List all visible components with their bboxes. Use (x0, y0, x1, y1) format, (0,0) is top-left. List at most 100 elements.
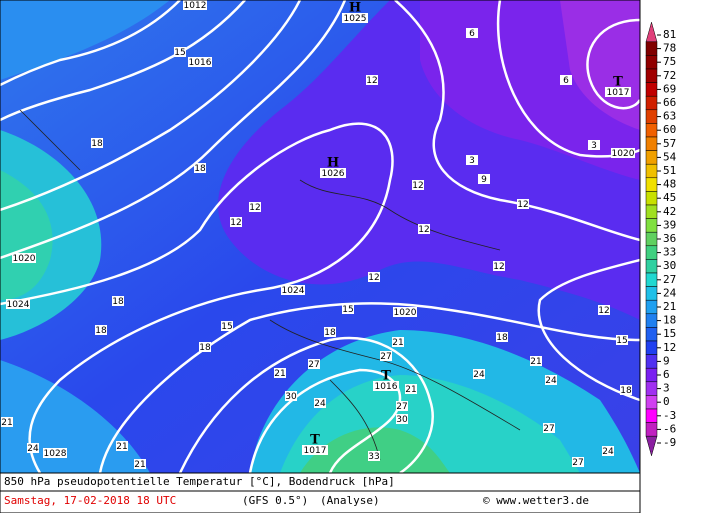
temperature-label: 12 (412, 181, 423, 191)
temperature-label: 27 (380, 352, 391, 362)
center-value: 1025 (344, 14, 367, 24)
color-bar-label: 6 (663, 368, 670, 381)
color-bar-label: -9 (663, 436, 676, 449)
color-bar-label: 48 (663, 178, 676, 191)
center-value: 1026 (322, 169, 345, 179)
temperature-label: 12 (517, 200, 528, 210)
color-bar-cell (645, 218, 658, 233)
temperature-label: 3 (469, 156, 475, 166)
temperature-label: 12 (366, 76, 377, 86)
temperature-label-box (412, 180, 424, 190)
temperature-label-box (478, 174, 490, 184)
temperature-label: 18 (324, 328, 336, 338)
temperature-label: 21 (392, 338, 403, 348)
temperature-label: 18 (95, 326, 107, 336)
temperature-label: 18 (112, 297, 124, 307)
map-area: 1518181212121212121212129363615151518181… (0, 0, 642, 475)
color-bar-label: -6 (663, 422, 676, 435)
color-bar-cell (645, 286, 658, 301)
temperature-label-box (314, 398, 326, 408)
footer-credit: © www.wetter3.de (483, 494, 589, 507)
temperature-label: 27 (396, 402, 407, 412)
temperature-label-box (342, 304, 354, 314)
center-symbol: T (310, 433, 320, 448)
temperature-label-box (560, 75, 572, 85)
temperature-label-box (274, 368, 286, 378)
temperature-label: 27 (543, 424, 554, 434)
color-bar-cell (645, 82, 658, 97)
temperature-label-box (473, 369, 485, 379)
color-bar-label: 27 (663, 273, 676, 286)
color-bar-label: 51 (663, 164, 676, 177)
temperature-label: 12 (249, 203, 260, 213)
temperature-label-box (194, 163, 206, 173)
temperature-label-box (517, 199, 529, 209)
pressure-label: 1020 (612, 149, 635, 159)
color-bar-cell (645, 68, 658, 83)
pressure-label: 1024 (282, 286, 305, 296)
temperature-label-box (285, 391, 297, 401)
temperature-label-box (249, 202, 261, 212)
temperature-label: 21 (274, 369, 285, 379)
pressure-label-box (6, 299, 30, 309)
center-value: 1017 (304, 446, 327, 456)
temperature-label-box (396, 401, 408, 411)
temperature-label-box (602, 446, 614, 456)
color-bar-label: 42 (663, 205, 676, 218)
temperature-label-box (466, 28, 478, 38)
center-value: 1016 (375, 382, 398, 392)
color-bar-cell (645, 408, 658, 423)
pressure-label-box (611, 148, 635, 158)
color-bar-cell (645, 41, 658, 56)
temperature-label: 24 (473, 370, 485, 380)
temperature-label-box (466, 155, 478, 165)
temperature-label: 24 (602, 447, 614, 457)
temperature-label-box (324, 327, 336, 337)
color-bar-cell (645, 422, 658, 437)
pressure-label: 1028 (44, 449, 67, 459)
temperature-label-box (308, 359, 320, 369)
center-symbol: T (381, 369, 391, 384)
color-bar-cell (645, 163, 658, 179)
map-labels: 1518181212121212121212129363615151518181… (1, 0, 635, 470)
color-bar-label: 39 (663, 218, 676, 231)
temperature-label: 24 (27, 444, 39, 454)
color-bar-cell (645, 191, 658, 206)
temperature-label-box (545, 375, 557, 385)
color-bar-label: 33 (663, 246, 676, 259)
pressure-label-box (183, 0, 207, 10)
temperature-label-box (530, 356, 542, 366)
temperature-label-box (221, 321, 233, 331)
color-bar-cell (645, 340, 658, 355)
temperature-label: 27 (308, 360, 319, 370)
center-value-box (373, 381, 399, 391)
temperature-label: 27 (572, 458, 583, 468)
color-bar-cell (645, 354, 658, 369)
color-bar-cell (645, 435, 658, 457)
color-bar-cell (645, 231, 658, 247)
color-bar-cell (645, 395, 658, 410)
color-bar: 8178757269666360575451484542393633302724… (645, 21, 677, 457)
temperature-label-box (1, 417, 13, 427)
temperature-label-box (496, 332, 508, 342)
color-bar-label: 81 (663, 28, 676, 41)
color-bar-cell (645, 136, 658, 151)
temperature-label-box (368, 451, 380, 461)
color-bar-label: 66 (663, 96, 676, 109)
color-bar-label: 0 (663, 395, 670, 408)
color-bar-cell (645, 367, 658, 383)
isobars (0, 0, 640, 473)
temperature-label: 21 (1, 418, 12, 428)
color-bar-label: 78 (663, 42, 676, 55)
color-bar-label: 18 (663, 314, 676, 327)
temperature-label-box (199, 342, 211, 352)
center-symbol: T (613, 75, 623, 90)
temperature-label: 6 (563, 76, 569, 86)
footer-model: (GFS 0.5°) (242, 494, 308, 507)
footer-run: (Analyse) (320, 494, 380, 507)
temperature-label-box (174, 47, 186, 57)
temperature-label: 15 (174, 48, 185, 58)
temperature-label-box (620, 385, 632, 395)
